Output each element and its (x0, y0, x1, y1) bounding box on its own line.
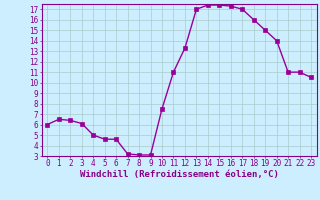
X-axis label: Windchill (Refroidissement éolien,°C): Windchill (Refroidissement éolien,°C) (80, 170, 279, 179)
